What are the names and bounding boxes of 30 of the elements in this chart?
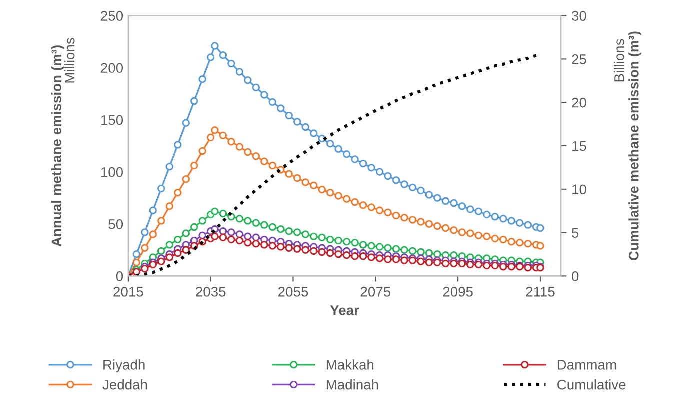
legend-label: Riyadh [104, 360, 145, 373]
legend-label: Cumulative [558, 380, 626, 390]
y2-tick-label: 15 [572, 141, 586, 152]
legend-label: Jeddah [102, 380, 148, 390]
legend-label: Makkah [326, 360, 374, 370]
y2-tick-label: 30 [572, 11, 586, 21]
y-tick-label: 150 [101, 115, 124, 126]
y-tick-label: 200 [101, 63, 124, 74]
y-tick-label: 250 [101, 11, 124, 21]
y2-tick-label: 10 [572, 184, 586, 195]
y-axis-title: Annual methane emission (m³) [51, 46, 64, 247]
y2-tick-label: 20 [572, 98, 586, 108]
legend-label: Dammam [558, 360, 616, 370]
text: Billions [614, 39, 624, 82]
x-axis-title: Year [330, 306, 360, 316]
x-tick-label: 2055 [278, 286, 308, 297]
x-tick-label: 2075 [360, 286, 391, 297]
y-tick-label: 0 [116, 272, 124, 282]
y-tick-label: 50 [108, 219, 124, 230]
x-tick-label: 2095 [443, 286, 473, 297]
x-tick-label: 2035 [196, 286, 226, 297]
y-tick-label: 100 [101, 167, 124, 178]
y2-tick-label: 25 [572, 54, 586, 64]
x-tick-label: 2015 [114, 286, 144, 297]
y2-tick-label: 5 [572, 228, 579, 238]
x-tick-label: 2115 [526, 286, 555, 297]
y2-axis-title: Cumulative methane emission (m³) [628, 32, 642, 260]
y2-tick-label: 0 [572, 272, 579, 282]
text: Millions [64, 38, 75, 83]
legend-label: Madinah [326, 380, 378, 390]
